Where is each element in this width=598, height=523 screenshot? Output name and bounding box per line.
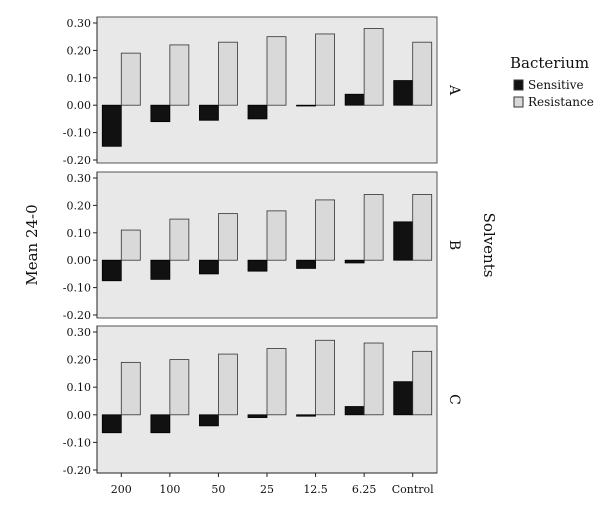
bar-resistance: [120, 52, 141, 106]
bar-sensitive: [101, 104, 122, 147]
x-tick-label: 100: [159, 483, 180, 496]
panel-A: 0.30 0.20 0.10 0.00 -0.10 -0.20 A: [63, 16, 462, 167]
bar-resistance: [412, 350, 433, 416]
bar-resistance: [266, 348, 287, 416]
bar-resistance: [315, 339, 335, 416]
bar-sensitive: [393, 381, 414, 416]
y-tick-label: 0.30: [67, 17, 92, 30]
x-tick-label: 50: [211, 483, 225, 496]
bar-sensitive: [199, 414, 219, 427]
bar-sensitive: [296, 259, 316, 269]
bar-sensitive: [199, 104, 219, 121]
y-tick-label: 0.20: [67, 44, 92, 57]
y-tick-label: 0.10: [67, 381, 92, 394]
x-tick-label: 25: [260, 483, 274, 496]
legend-swatch-resistance: [513, 96, 524, 108]
bar-resistance: [412, 194, 433, 261]
x-tick-label: 6.25: [352, 483, 377, 496]
legend-title: Bacterium: [510, 54, 589, 72]
x-tick-label: 12.5: [303, 483, 328, 496]
y-tick-label: 0.00: [67, 99, 92, 112]
legend-swatch-sensitive: [513, 79, 524, 91]
bar-resistance: [363, 28, 384, 106]
bar-sensitive: [150, 414, 171, 434]
legend: Bacterium Sensitive Resistance: [510, 54, 594, 109]
bar-sensitive: [344, 259, 365, 264]
bar-sensitive: [296, 104, 316, 107]
bar-sensitive: [393, 80, 414, 106]
bar-resistance: [169, 218, 190, 261]
bar-sensitive: [393, 221, 414, 261]
legend-label-sensitive: Sensitive: [528, 78, 584, 92]
bar-sensitive: [344, 406, 365, 416]
panel-B: 0.30 0.20 0.10 0.00 -0.10 -0.20 B: [63, 171, 462, 322]
bar-sensitive: [247, 104, 268, 120]
bar-resistance: [218, 213, 238, 261]
y-tick-label: -0.20: [63, 154, 91, 167]
y-tick-label: 0.30: [67, 326, 92, 339]
y-tick-label: 0.10: [67, 227, 92, 240]
bar-sensitive: [150, 259, 171, 280]
bar-sensitive: [101, 414, 122, 434]
panel-label-C: C: [446, 394, 462, 405]
panel-label-A: A: [446, 84, 462, 96]
y-tick-label: 0.20: [67, 199, 92, 212]
y-tick-label: -0.10: [63, 282, 91, 295]
bar-sensitive: [150, 104, 171, 123]
y-tick-label: -0.10: [63, 436, 91, 449]
bar-resistance: [120, 361, 141, 416]
bar-resistance: [363, 194, 384, 261]
bar-resistance: [266, 210, 287, 261]
y-tick-label: 0.20: [67, 354, 92, 367]
bar-sensitive: [101, 259, 122, 282]
y-tick-label: 0.00: [67, 409, 92, 422]
panels-layer: 0.300.200.100.00-0.10-0.20A0.300.200.100…: [63, 16, 462, 477]
bar-sensitive: [199, 259, 219, 275]
bar-resistance: [169, 44, 190, 106]
facet-title: Solvents: [480, 213, 498, 278]
bar-sensitive: [296, 414, 316, 417]
bar-sensitive: [247, 414, 268, 418]
x-axis: 200 100 50 25 12.5 6.25 Control: [97, 472, 437, 496]
panel-C: 0.30 0.20 0.10 0.00 -0.10 -0.20 C: [63, 325, 462, 477]
bar-sensitive: [247, 259, 268, 272]
bar-resistance: [218, 353, 238, 416]
y-axis-title: Mean 24-0: [23, 204, 41, 285]
x-tick-label: 200: [111, 483, 132, 496]
y-tick-label: -0.20: [63, 309, 91, 322]
bar-sensitive: [344, 93, 365, 106]
y-tick-label: -0.20: [63, 464, 91, 477]
bar-resistance: [315, 33, 335, 106]
x-tick-label: Control: [392, 483, 434, 496]
y-tick-label: 0.10: [67, 72, 92, 85]
y-tick-label: 0.30: [67, 172, 92, 185]
bar-resistance: [218, 41, 238, 106]
y-tick-label: 0.00: [67, 254, 92, 267]
bar-resistance: [363, 342, 384, 416]
bar-resistance: [412, 41, 433, 106]
panel-label-B: B: [446, 240, 462, 250]
y-tick-label: -0.10: [63, 127, 91, 140]
bar-resistance: [120, 229, 141, 261]
bar-resistance: [169, 359, 190, 416]
bar-resistance: [266, 36, 287, 106]
legend-label-resistance: Resistance: [528, 95, 594, 109]
bar-resistance: [315, 199, 335, 261]
